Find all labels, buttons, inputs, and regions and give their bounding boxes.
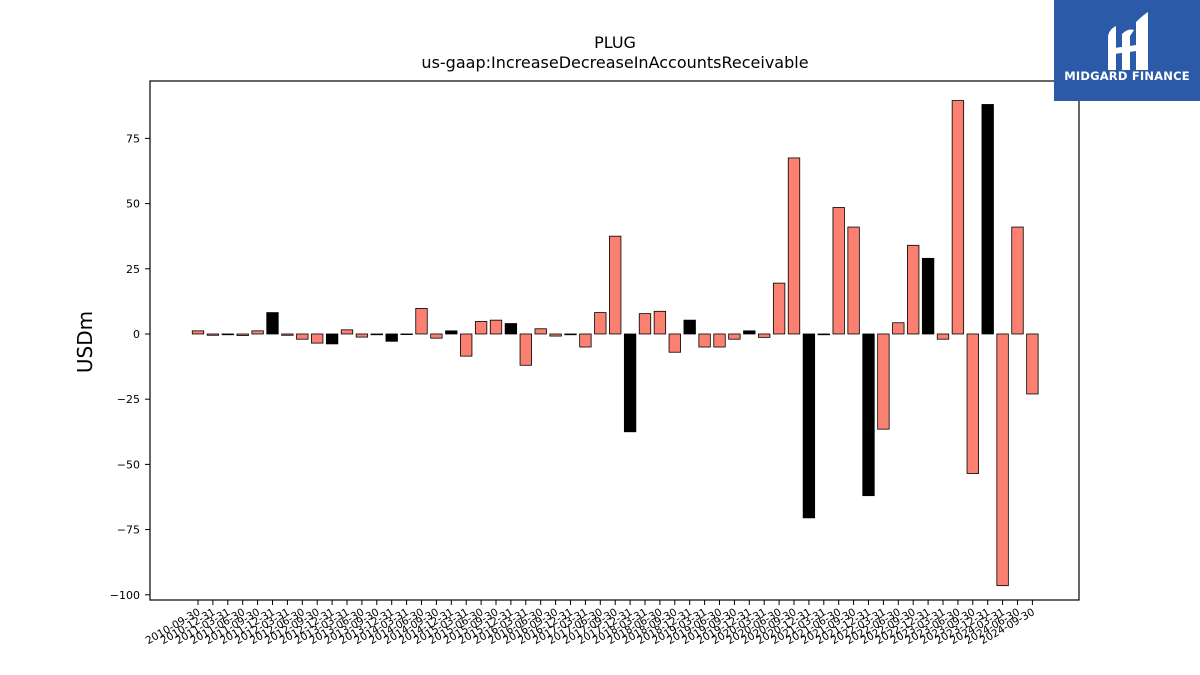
bar	[325, 333, 339, 345]
bar	[594, 312, 607, 335]
bar	[489, 319, 503, 335]
bar	[1026, 333, 1039, 395]
bar	[683, 319, 696, 335]
bar	[221, 333, 234, 336]
bar	[907, 244, 920, 335]
bar	[936, 333, 950, 340]
bar	[415, 308, 428, 335]
bar	[519, 333, 532, 366]
bar	[1011, 226, 1024, 335]
y-axis-label: USDm	[73, 311, 97, 373]
bar	[236, 333, 249, 336]
chart-title: PLUG	[594, 33, 636, 52]
bar	[981, 104, 994, 335]
bar	[668, 333, 681, 353]
y-tick-label: −100	[110, 589, 140, 602]
bar	[504, 323, 518, 335]
bar	[191, 330, 205, 335]
y-tick-label: 0	[133, 328, 140, 341]
bar	[385, 333, 398, 342]
brand-logo: MIDGARD FINANCE	[1054, 0, 1200, 101]
plot-frame	[149, 80, 1080, 601]
bar	[474, 321, 488, 335]
bar	[653, 310, 667, 335]
bar	[534, 328, 547, 335]
bar	[951, 100, 965, 335]
x-axis: 2010-09-302010-12-312011-03-312011-06-30…	[144, 600, 1037, 647]
y-tick-label: 50	[126, 198, 140, 211]
bar	[296, 333, 309, 340]
bar	[787, 157, 801, 335]
y-tick-label: 75	[126, 132, 140, 145]
bar	[445, 330, 458, 335]
bar	[921, 257, 935, 335]
bar	[460, 333, 473, 357]
bar	[832, 207, 845, 335]
bar	[340, 329, 354, 335]
bars	[191, 100, 1039, 587]
bar	[996, 333, 1009, 587]
bar	[966, 333, 979, 474]
bar	[758, 333, 771, 338]
y-tick-label: 25	[126, 263, 140, 276]
bar	[266, 312, 279, 335]
bar	[549, 333, 562, 337]
y-tick-label: −25	[117, 393, 140, 406]
bar	[817, 333, 830, 336]
bar	[847, 226, 860, 335]
bar	[564, 333, 577, 336]
bar	[698, 333, 711, 348]
bar	[281, 333, 294, 336]
bar	[609, 235, 622, 335]
bar	[772, 282, 786, 335]
bar	[430, 333, 443, 339]
bar	[862, 333, 875, 497]
bar	[728, 333, 741, 340]
bar	[623, 333, 637, 433]
bar	[251, 330, 264, 335]
bar	[579, 333, 592, 348]
y-axis: −100 −75 −50 −25 0 25 50 75	[110, 132, 150, 602]
chart-subtitle: us-gaap:IncreaseDecreaseInAccountsReceiv…	[421, 53, 808, 72]
y-tick-label: −50	[117, 458, 140, 471]
bar	[638, 313, 652, 335]
bar	[400, 333, 413, 335]
brand-name: MIDGARD FINANCE	[1064, 69, 1190, 83]
midgard-finance-logo-icon	[1108, 12, 1148, 70]
bar	[370, 333, 383, 336]
bar	[206, 333, 220, 336]
bar	[713, 333, 726, 348]
bar	[355, 333, 369, 338]
bar	[743, 330, 756, 335]
bar	[892, 322, 905, 335]
bar	[877, 333, 890, 430]
bar	[802, 333, 816, 519]
bar	[311, 333, 324, 344]
y-tick-label: −75	[117, 524, 140, 537]
